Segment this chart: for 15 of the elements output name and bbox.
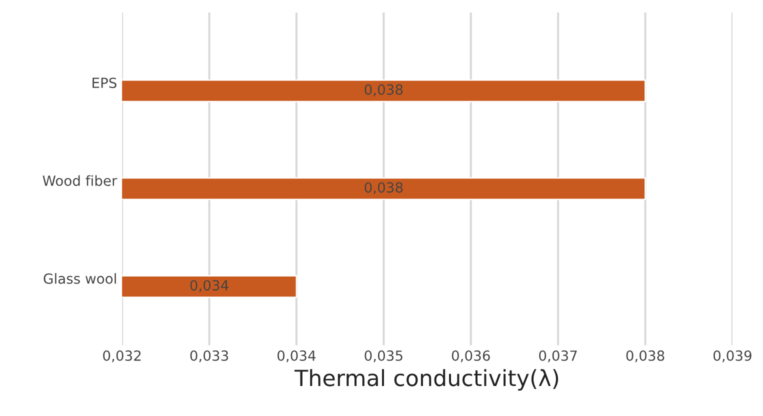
- x-tick-label: 0,035: [364, 350, 402, 362]
- data-label: 0,038: [364, 182, 403, 194]
- data-label: 0,034: [190, 280, 228, 292]
- y-tick-label: Wood fiber: [42, 175, 118, 186]
- y-tick-label: Glass wool: [44, 273, 116, 284]
- x-tick-label: 0,039: [714, 350, 752, 362]
- y-tick-label: EPS: [92, 78, 116, 88]
- x-tick-label: 0,033: [190, 350, 228, 362]
- x-axis-title: Thermal conductivity(λ): [294, 369, 558, 391]
- x-tick-label: 0,038: [626, 350, 664, 362]
- x-tick-label: 0,036: [452, 350, 490, 362]
- x-tick-label: 0,034: [278, 350, 316, 362]
- x-tick-label: 0,032: [103, 350, 141, 362]
- x-tick-label: 0,037: [539, 350, 577, 362]
- data-label: 0,038: [364, 84, 403, 96]
